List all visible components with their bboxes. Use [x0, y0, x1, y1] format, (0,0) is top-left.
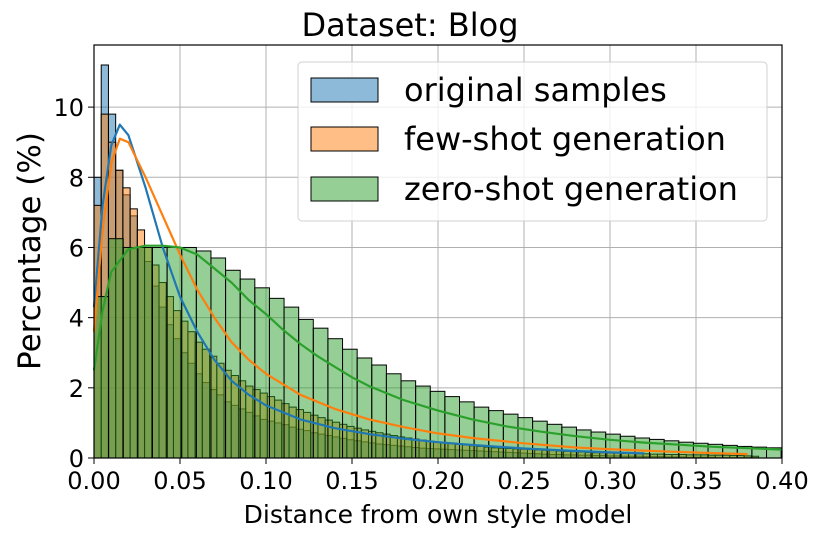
legend: original samples few-shot generation zer…	[297, 61, 768, 222]
histogram-bar	[546, 423, 563, 459]
histogram-bar	[619, 435, 636, 459]
y-tick-label: 10	[53, 94, 84, 122]
x-tick-label: 0.10	[239, 467, 292, 495]
y-tick-label: 2	[69, 375, 84, 403]
legend-item-few-shot: few-shot generation	[310, 120, 726, 158]
y-tick-label: 0	[69, 445, 84, 473]
legend-swatch-zero-shot	[310, 176, 379, 202]
histogram-bar	[488, 410, 504, 459]
histogram-bar	[151, 246, 168, 459]
x-tick-label: 0.00	[67, 467, 120, 495]
kde-curve-series-2	[92, 244, 783, 451]
histogram-bar	[517, 417, 534, 459]
histogram-bar	[444, 396, 461, 459]
histogram-bar	[181, 246, 197, 459]
kde-curves	[92, 123, 783, 456]
legend-swatch-few-shot	[310, 126, 379, 152]
histogram-bar	[254, 287, 270, 459]
histogram-bar	[195, 250, 212, 459]
y-axis-label: Percentage (%)	[12, 132, 48, 370]
x-tick-label: 0.35	[669, 467, 722, 495]
legend-swatch-original	[310, 77, 379, 103]
histogram-bar	[605, 433, 621, 459]
histogram-bar	[532, 420, 548, 459]
histogram-bar	[502, 413, 519, 459]
axis-ticks: 0.00 0.05 0.10 0.15 0.20 0.25 0.30 0.35 0.40 0 2 4 6…	[53, 94, 808, 495]
histogram-bar	[327, 338, 344, 459]
kde-curve-series-1	[92, 137, 748, 456]
histogram-bar	[429, 390, 446, 459]
histogram-bars	[93, 64, 782, 459]
histogram-bar	[312, 327, 329, 459]
histogram-bar	[239, 278, 256, 459]
legend-item-zero-shot: zero-shot generation	[310, 170, 738, 208]
histogram-bar	[459, 401, 475, 459]
histogram-bar	[385, 373, 402, 459]
histogram-bar	[590, 431, 607, 459]
histogram-bar	[561, 426, 577, 459]
x-axis-label: Distance from own style model	[244, 500, 633, 529]
histogram-bar	[342, 348, 358, 459]
x-tick-label: 0.30	[583, 467, 636, 495]
legend-label-few-shot: few-shot generation	[404, 120, 726, 158]
histogram-bar	[298, 318, 314, 459]
y-tick-label: 4	[69, 305, 84, 333]
x-tick-label: 0.25	[497, 467, 550, 495]
x-tick-label: 0.05	[153, 467, 206, 495]
legend-label-zero-shot: zero-shot generation	[404, 170, 738, 208]
x-tick-label: 0.40	[755, 467, 808, 495]
x-tick-label: 0.20	[411, 467, 464, 495]
histogram-bar	[356, 357, 373, 459]
legend-label-original: original samples	[404, 71, 667, 109]
histogram-bar	[575, 429, 592, 459]
histogram-bar	[283, 306, 300, 459]
histogram-bar	[225, 269, 241, 459]
histogram-bar	[400, 380, 417, 459]
x-tick-label: 0.15	[325, 467, 378, 495]
y-tick-label: 6	[69, 234, 84, 262]
histogram-bar	[122, 246, 139, 459]
legend-box	[297, 61, 768, 222]
histogram-bar	[137, 246, 153, 459]
kde-curve-series-0	[92, 123, 645, 455]
histogram-bar	[371, 364, 387, 459]
legend-item-original: original samples	[310, 71, 667, 109]
bars-series-2	[93, 238, 782, 459]
y-tick-label: 8	[69, 164, 84, 192]
histogram-bar	[415, 385, 431, 459]
histogram-bar	[473, 406, 490, 459]
chart-title: Dataset: Blog	[302, 6, 519, 44]
